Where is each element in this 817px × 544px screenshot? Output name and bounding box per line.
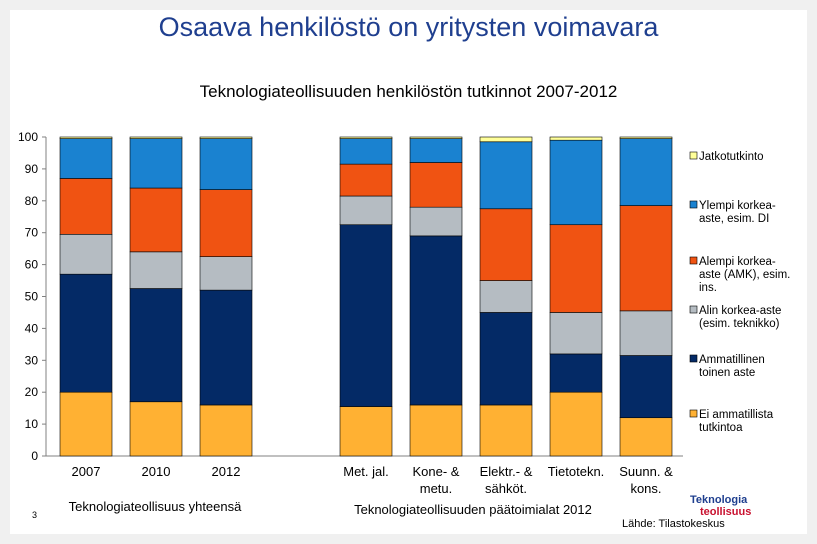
bar-segment-7-1 [619, 355, 673, 419]
bar-segment-2-5 [199, 136, 253, 139]
slide-number: 3 [32, 510, 38, 520]
x-tick-label: sähköt. [485, 481, 527, 496]
legend-swatch [689, 354, 698, 363]
x-tick-label: metu. [420, 481, 453, 496]
bar-segment-1-4 [129, 138, 183, 189]
source-note: Lähde: Tilastokeskus [622, 518, 725, 530]
x-tick-label: 2012 [212, 464, 241, 479]
slide-title: Osaava henkilöstö on yritysten voimavara [158, 12, 659, 42]
legend-label: aste (AMK), esim. [699, 269, 790, 281]
legend-label: ins. [699, 282, 717, 294]
bar-segment-6-0 [549, 391, 603, 457]
bar-segment-7-2 [619, 310, 673, 356]
bar-segment-7-3 [619, 205, 673, 312]
legend-label: Alempi korkea- [699, 256, 776, 268]
bar-segment-4-4 [409, 138, 463, 163]
x-tick-label: 2010 [142, 464, 171, 479]
y-tick-label: 10 [25, 417, 39, 431]
bar-segment-5-3 [479, 208, 533, 281]
bar-segment-6-3 [549, 224, 603, 313]
bar-segment-2-3 [199, 189, 253, 257]
legend-label: Ylempi korkea- [699, 200, 776, 212]
bar-segment-0-3 [59, 178, 113, 235]
teknologiateollisuus-logo: Teknologia teollisuus [690, 494, 751, 518]
bar-segment-4-3 [409, 162, 463, 208]
y-tick-label: 100 [18, 130, 38, 144]
legend-label: (esim. teknikko) [699, 318, 780, 330]
bar-segment-6-2 [549, 312, 603, 355]
legend-label: Ammatillinen [699, 354, 765, 366]
x-tick-label: Kone- & [413, 464, 460, 479]
bar-segment-5-1 [479, 312, 533, 406]
bar-segment-0-4 [59, 138, 113, 179]
bar-segment-1-5 [129, 136, 183, 139]
y-tick-label: 90 [25, 162, 39, 176]
bar-segment-4-0 [409, 404, 463, 457]
y-tick-label: 20 [25, 385, 39, 399]
bar-segment-0-0 [59, 391, 113, 457]
legend-swatch [689, 256, 698, 265]
bar-segment-1-2 [129, 251, 183, 289]
bar-segment-4-2 [409, 206, 463, 237]
chart-title: Teknologiateollisuuden henkilöstön tutki… [199, 82, 618, 101]
bar-segment-4-5 [409, 136, 463, 139]
bar-segment-1-0 [129, 401, 183, 457]
bar-segment-5-4 [479, 141, 533, 210]
bar-segment-3-2 [339, 195, 393, 226]
bar-segment-3-3 [339, 163, 393, 197]
logo-line2: teollisuus [700, 506, 752, 518]
bar-segment-0-2 [59, 233, 113, 275]
bar-segment-7-5 [619, 136, 673, 139]
legend-label: toinen aste [699, 367, 755, 379]
x-tick-label: Elektr.- & [480, 464, 533, 479]
x-tick-label: Tietotekn. [548, 464, 605, 479]
bar-segment-3-4 [339, 138, 393, 165]
bar-segment-7-4 [619, 138, 673, 206]
legend-swatch [689, 200, 698, 209]
x-tick-label: Suunn. & [619, 464, 673, 479]
legend-label: aste, esim. DI [699, 213, 769, 225]
y-tick-label: 50 [25, 290, 39, 304]
bar-segment-2-0 [199, 404, 253, 457]
bar-segment-5-5 [479, 136, 533, 143]
legend-label: tutkintoa [699, 422, 743, 434]
bar-segment-0-5 [59, 136, 113, 139]
bar-segment-2-2 [199, 256, 253, 291]
y-tick-label: 80 [25, 194, 39, 208]
legend-swatch [689, 409, 698, 418]
bar-segment-7-0 [619, 417, 673, 457]
x-tick-label: Met. jal. [343, 464, 389, 479]
bar-segment-4-1 [409, 235, 463, 406]
logo-line1: Teknologia [690, 494, 748, 506]
bar-segment-6-5 [549, 136, 603, 141]
bar-segment-6-1 [549, 353, 603, 393]
bar-segment-0-1 [59, 273, 113, 393]
bar-segment-2-1 [199, 289, 253, 406]
y-tick-label: 0 [31, 449, 38, 463]
legend-swatch [689, 151, 698, 160]
x-tick-label: 2007 [72, 464, 101, 479]
group-label-industries: Teknologiateollisuuden päätoimialat 2012 [354, 502, 592, 517]
bar-segment-5-2 [479, 280, 533, 313]
bar-segment-1-3 [129, 187, 183, 253]
y-tick-label: 40 [25, 321, 39, 335]
bar-segment-5-0 [479, 404, 533, 457]
bar-segment-3-0 [339, 406, 393, 457]
y-tick-label: 70 [25, 226, 39, 240]
legend-label: Jatkotutkinto [699, 151, 764, 163]
x-tick-label: kons. [630, 481, 661, 496]
bar-segment-1-1 [129, 288, 183, 403]
bar-segment-6-4 [549, 139, 603, 226]
bar-segment-2-4 [199, 138, 253, 190]
group-label-total: Teknologiateollisuus yhteensä [69, 499, 242, 514]
y-tick-label: 30 [25, 353, 39, 367]
bar-segment-3-1 [339, 224, 393, 407]
legend-label: Ei ammatillista [699, 409, 774, 421]
y-tick-label: 60 [25, 258, 39, 272]
bar-segment-3-5 [339, 136, 393, 139]
legend-swatch [689, 305, 698, 314]
legend-label: Alin korkea-aste [699, 305, 781, 317]
